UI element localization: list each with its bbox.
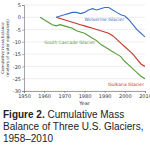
tick: 5: [18, 2, 24, 8]
series-label: Wolverine Glacier: [85, 17, 125, 22]
spacer: [45, 109, 48, 120]
tick-label: 1960: [38, 93, 51, 99]
tick-label: -15: [13, 51, 21, 57]
tick: 2010: [139, 91, 150, 99]
series-line: [40, 17, 145, 78]
tick-mark: [22, 54, 24, 55]
y-axis: -30 -25 -20 -15 -10 -5 0 5: [13, 2, 25, 94]
tick-label: 5: [18, 2, 21, 8]
tick-mark: [22, 66, 24, 67]
tick: 0: [18, 14, 24, 20]
tick: -30: [13, 88, 24, 94]
caption-label: Figure 2.: [3, 109, 45, 120]
tick: -25: [13, 76, 24, 82]
tick-label: -20: [13, 64, 21, 70]
tick-label: -25: [13, 76, 21, 82]
tick-label: 2010: [139, 93, 150, 99]
tick-label: -30: [13, 88, 21, 94]
tick-mark: [22, 5, 24, 6]
tick-label: -10: [13, 39, 21, 45]
tick-mark: [22, 17, 24, 18]
tick: 1970: [58, 91, 71, 99]
tick-label: 0: [18, 14, 21, 20]
tick-mark: [22, 42, 24, 43]
tick-mark: [22, 91, 24, 92]
plot-area: [40, 7, 145, 78]
tick-label: 1970: [58, 93, 71, 99]
caption: Figure 2. Cumulative Mass Balance of Thr…: [0, 108, 150, 145]
grid-line: [24, 29, 145, 30]
tick-mark: [22, 79, 24, 80]
tick-mark: [22, 30, 24, 31]
series-line: [56, 7, 145, 36]
tick: -5: [16, 27, 24, 33]
grid-line: [24, 78, 145, 79]
chart: 1950196019701980199020002010-30-25-20-15…: [0, 0, 150, 108]
tick: -15: [13, 51, 24, 57]
tick-label: 1980: [79, 93, 92, 99]
grid: [24, 5, 145, 91]
tick: 1980: [79, 91, 92, 99]
tick: -10: [13, 39, 24, 45]
tick: 1960: [38, 91, 51, 99]
y-axis-title: (meters of water equivalent): [5, 19, 10, 77]
series-label: South Cascade Glacier: [44, 40, 95, 45]
series-label: Gulkana Glacier: [108, 82, 144, 87]
tick: 1990: [99, 91, 112, 99]
axis-line: [22, 6, 25, 92]
tick-label: 2000: [119, 93, 132, 99]
grid-line: [24, 5, 145, 6]
x-axis: 1950196019701980199020002010: [18, 91, 150, 99]
tick-label: -5: [16, 27, 21, 33]
grid-line: [24, 54, 145, 55]
tick-label: 1990: [99, 93, 112, 99]
x-axis-title: Year: [78, 100, 91, 106]
grid-line: [24, 66, 145, 67]
tick: 2000: [119, 91, 132, 99]
tick: -20: [13, 64, 24, 70]
